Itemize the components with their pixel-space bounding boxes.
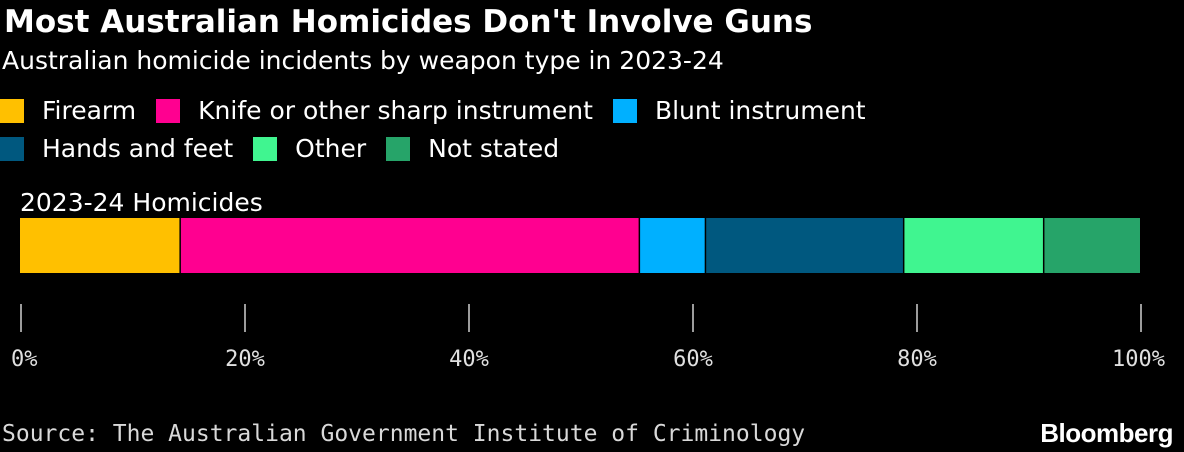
legend-item-firearm: Firearm [0, 95, 136, 127]
legend-item-hands: Hands and feet [0, 133, 233, 165]
x-axis-tick-label: 40% [449, 347, 489, 372]
legend-item-blunt: Blunt instrument [612, 95, 866, 127]
chart-subtitle: Australian homicide incidents by weapon … [2, 46, 724, 75]
legend-swatch-knife [156, 99, 181, 123]
bloomberg-logo: Bloomberg [1040, 418, 1173, 448]
legend-label-firearm: Firearm [42, 96, 137, 125]
x-axis-tick-label: 100% [1112, 347, 1165, 372]
legend-item-knife: Knife or other sharp instrument [156, 95, 593, 127]
bar-segment-other [903, 218, 1044, 273]
bar-segment-hands-and-feet [705, 218, 904, 273]
legend-swatch-hands [0, 137, 24, 161]
x-axis-tick-label: 80% [897, 347, 937, 372]
source-note: Source: The Australian Government Instit… [2, 421, 806, 447]
bar-segment-firearm [20, 218, 181, 273]
x-axis-tick-label: 60% [673, 347, 713, 372]
legend-row-2: Hands and feet Other Not stated [0, 131, 579, 167]
legend-swatch-firearm [0, 99, 24, 123]
legend-swatch-not-stated [386, 137, 411, 161]
legend-item-other: Other [253, 133, 366, 165]
bar-segment-not-stated [1043, 218, 1140, 273]
legend-label-blunt: Blunt instrument [654, 96, 866, 125]
legend-item-not-stated: Not stated [386, 133, 559, 165]
legend-swatch-blunt [612, 99, 637, 123]
legend-row-1: Firearm Knife or other sharp instrument … [0, 93, 886, 129]
x-axis-tick-label: 0% [11, 347, 38, 372]
x-axis-tick-label: 20% [225, 347, 265, 372]
chart-title: Most Australian Homicides Don't Involve … [4, 4, 813, 40]
bar-segment-blunt-instrument [639, 218, 706, 273]
legend-label-not-stated: Not stated [428, 134, 560, 163]
legend-label-other: Other [295, 134, 367, 163]
legend-label-knife: Knife or other sharp instrument [198, 96, 593, 125]
bar-segment-knife-or-other-sharp-instrument [180, 218, 640, 273]
legend-label-hands: Hands and feet [42, 134, 234, 163]
bar-category-label: 2023-24 Homicides [20, 188, 263, 217]
legend-swatch-other [253, 137, 278, 161]
